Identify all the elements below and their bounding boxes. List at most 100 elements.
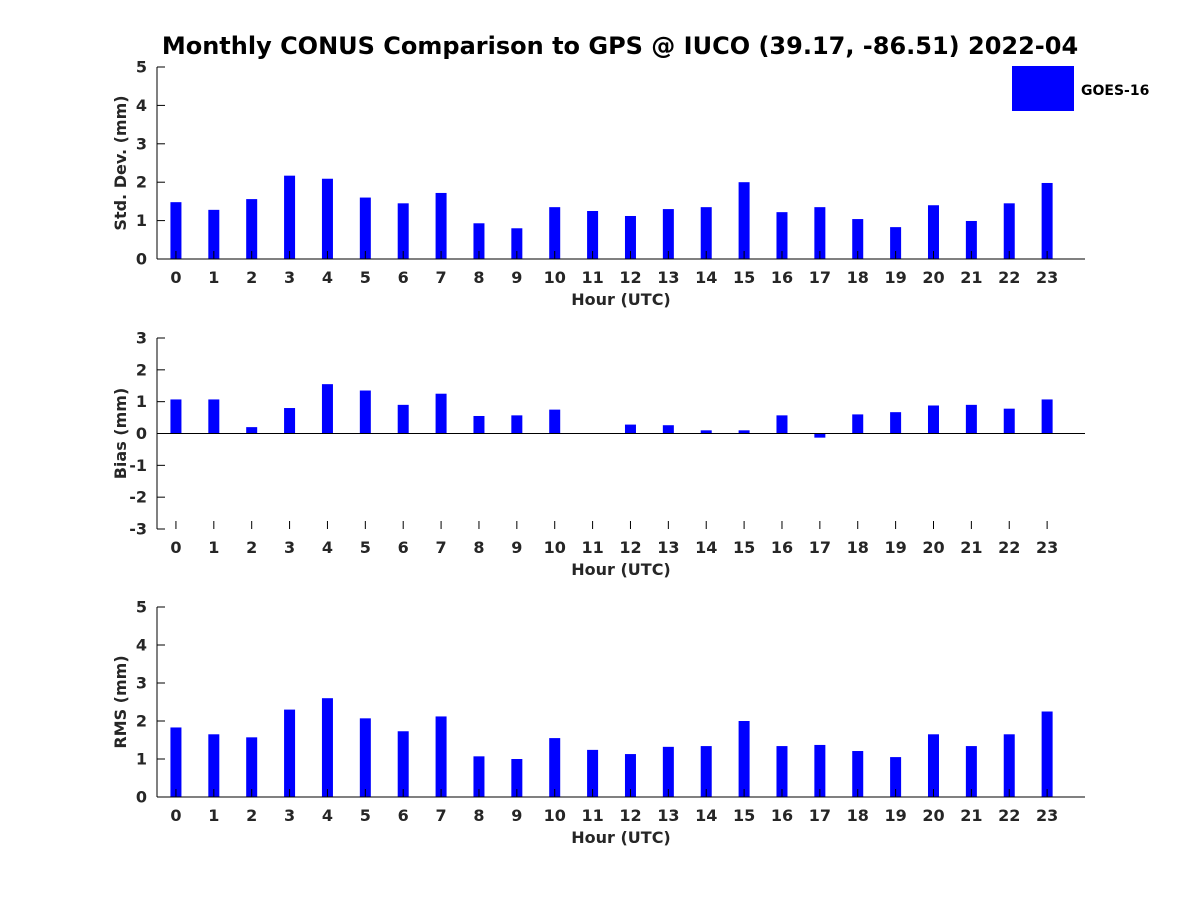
bar-hour-13 — [662, 746, 674, 797]
bar-hour-4 — [321, 698, 333, 797]
y-axis-label: RMS (mm) — [111, 655, 130, 748]
x-tick-label: 3 — [284, 268, 295, 287]
x-tick-label: 18 — [847, 806, 869, 825]
x-tick-label: 7 — [436, 806, 447, 825]
x-tick-label: 8 — [473, 538, 484, 557]
x-tick-label: 18 — [847, 538, 869, 557]
bar-hour-16 — [776, 746, 788, 797]
x-axis-label: Hour (UTC) — [571, 560, 671, 579]
y-tick-label: 4 — [136, 636, 147, 655]
x-tick-label: 2 — [246, 806, 257, 825]
bar-hour-17 — [814, 433, 826, 438]
y-tick-label: 4 — [136, 96, 147, 115]
x-tick-label: 20 — [922, 806, 944, 825]
x-tick-label: 5 — [360, 806, 371, 825]
y-axis-label: Std. Dev. (mm) — [111, 95, 130, 230]
bar-hour-7 — [435, 192, 447, 259]
x-tick-label: 23 — [1036, 806, 1058, 825]
x-tick-label: 0 — [170, 538, 181, 557]
x-tick-label: 23 — [1036, 268, 1058, 287]
x-tick-label: 22 — [998, 268, 1020, 287]
bar-hour-9 — [511, 759, 523, 797]
bar-hour-16 — [776, 415, 788, 434]
bar-hour-2 — [246, 199, 258, 259]
bar-hour-21 — [965, 404, 977, 434]
x-tick-label: 0 — [170, 806, 181, 825]
x-tick-label: 10 — [544, 806, 566, 825]
x-tick-label: 6 — [398, 538, 409, 557]
bar-hour-21 — [965, 746, 977, 797]
x-tick-label: 13 — [657, 268, 679, 287]
bar-hour-12 — [624, 754, 636, 797]
bar-hour-6 — [397, 404, 409, 434]
chart-title: Monthly CONUS Comparison to GPS @ IUCO (… — [162, 32, 1078, 60]
x-tick-label: 5 — [360, 268, 371, 287]
bar-hour-2 — [246, 737, 258, 797]
x-tick-label: 1 — [208, 806, 219, 825]
bar-hour-2 — [246, 427, 258, 434]
bar-hour-15 — [738, 182, 750, 259]
x-tick-label: 16 — [771, 268, 793, 287]
x-tick-label: 20 — [922, 268, 944, 287]
bar-hour-11 — [587, 211, 599, 259]
bar-hour-14 — [700, 430, 712, 434]
x-tick-label: 6 — [398, 806, 409, 825]
bar-hour-18 — [852, 414, 864, 434]
bar-hour-0 — [170, 399, 182, 434]
y-tick-label: -3 — [129, 520, 147, 539]
bar-hour-14 — [700, 746, 712, 797]
bar-hour-22 — [1003, 203, 1015, 259]
x-tick-label: 14 — [695, 268, 717, 287]
x-tick-label: 13 — [657, 538, 679, 557]
x-tick-label: 8 — [473, 268, 484, 287]
bar-hour-13 — [662, 209, 674, 259]
x-tick-label: 4 — [322, 538, 333, 557]
x-tick-label: 2 — [246, 538, 257, 557]
bar-hour-9 — [511, 228, 523, 259]
x-tick-label: 17 — [809, 538, 831, 557]
legend-frame — [1012, 66, 1074, 111]
x-axis-label: Hour (UTC) — [571, 290, 671, 309]
x-tick-label: 14 — [695, 538, 717, 557]
bar-hour-3 — [284, 175, 296, 259]
y-tick-label: 2 — [136, 173, 147, 192]
bar-hour-5 — [359, 197, 371, 259]
x-tick-label: 23 — [1036, 538, 1058, 557]
bar-hour-10 — [549, 207, 561, 259]
bar-hour-13 — [662, 425, 674, 434]
x-tick-label: 19 — [884, 538, 906, 557]
x-tick-label: 10 — [544, 268, 566, 287]
bar-hour-17 — [814, 744, 826, 797]
x-tick-label: 7 — [436, 268, 447, 287]
bar-hour-18 — [852, 751, 864, 797]
x-tick-label: 16 — [771, 538, 793, 557]
y-tick-label: 5 — [136, 598, 147, 617]
x-tick-label: 19 — [884, 806, 906, 825]
y-tick-label: 2 — [136, 712, 147, 731]
bar-hour-12 — [624, 424, 636, 434]
bar-hour-1 — [208, 734, 220, 797]
x-tick-label: 17 — [809, 268, 831, 287]
x-tick-label: 18 — [847, 268, 869, 287]
bar-hour-1 — [208, 399, 220, 434]
x-tick-label: 19 — [884, 268, 906, 287]
bar-hour-12 — [624, 215, 636, 259]
bar-hour-4 — [321, 178, 333, 259]
x-tick-label: 0 — [170, 268, 181, 287]
x-tick-label: 8 — [473, 806, 484, 825]
bar-hour-20 — [927, 734, 939, 797]
x-tick-label: 4 — [322, 268, 333, 287]
x-tick-label: 20 — [922, 538, 944, 557]
x-tick-label: 14 — [695, 806, 717, 825]
bar-hour-8 — [473, 756, 485, 797]
bar-hour-23 — [1041, 711, 1053, 797]
x-tick-label: 12 — [619, 538, 641, 557]
x-tick-label: 15 — [733, 538, 755, 557]
x-tick-label: 11 — [581, 268, 603, 287]
y-tick-label: 3 — [136, 674, 147, 693]
x-tick-label: 15 — [733, 268, 755, 287]
y-tick-label: 1 — [136, 750, 147, 769]
